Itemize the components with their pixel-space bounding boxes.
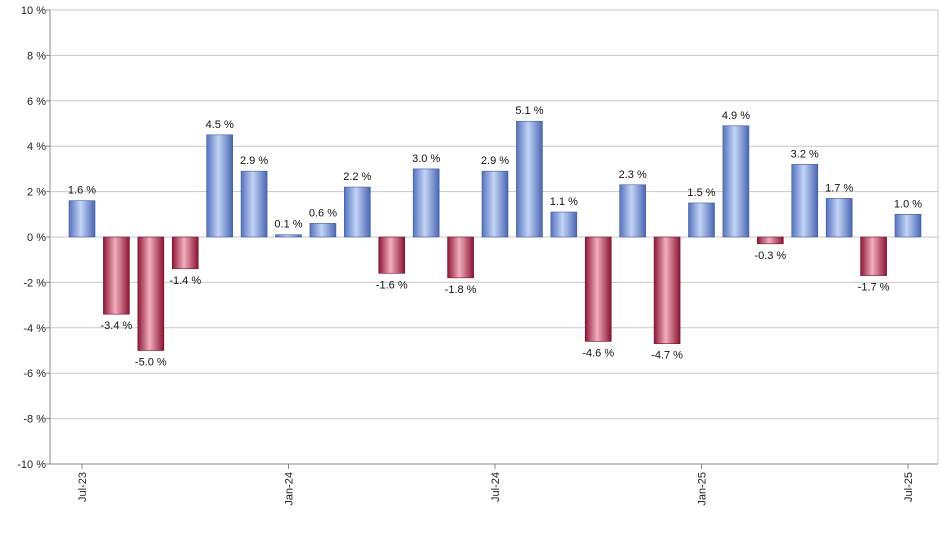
y-tick-label: -4 % bbox=[23, 323, 46, 335]
bar-value-label: 2.3 % bbox=[619, 169, 647, 181]
y-tick-label: 8 % bbox=[27, 50, 46, 62]
bar-value-labels: 1.6 % -3.4 % -5.0 % -1.4 % 4.5 % 2.9 % 0.1 % 0.… bbox=[68, 105, 922, 368]
negative-bar bbox=[584, 236, 612, 342]
bar-value-label: 4.9 % bbox=[722, 110, 750, 122]
bar-value-label: 2.2 % bbox=[343, 171, 371, 183]
y-tick-label: -2 % bbox=[23, 277, 46, 289]
positive-bar bbox=[825, 198, 853, 238]
x-tick-label: Jul-23 bbox=[77, 472, 89, 502]
bar-value-label: 3.2 % bbox=[791, 148, 819, 160]
positive-bar bbox=[240, 170, 268, 238]
bar-value-label: 5.1 % bbox=[515, 105, 543, 117]
bar-value-label: -4.7 % bbox=[651, 350, 683, 362]
y-tick-label: 2 % bbox=[27, 187, 46, 199]
bar-value-label: -1.8 % bbox=[445, 284, 477, 296]
negative-bar bbox=[378, 236, 406, 274]
y-tick-label: 6 % bbox=[27, 96, 46, 108]
negative-bar bbox=[103, 236, 130, 315]
positive-bar bbox=[516, 120, 543, 238]
bar-value-label: 3.0 % bbox=[412, 153, 440, 165]
bar-value-label: 1.5 % bbox=[687, 187, 715, 199]
negative-bar bbox=[447, 236, 474, 279]
positive-bar bbox=[894, 214, 922, 238]
y-tick-label: -8 % bbox=[23, 414, 46, 426]
positive-bar bbox=[275, 234, 302, 238]
y-tick-label: 10 % bbox=[21, 5, 46, 17]
bar-value-label: -5.0 % bbox=[135, 357, 167, 369]
bar-value-label: 0.6 % bbox=[309, 207, 337, 219]
bar-value-label: -1.7 % bbox=[858, 282, 890, 294]
bar-value-label: 4.5 % bbox=[206, 119, 234, 131]
x-tick-label: Jul-25 bbox=[903, 472, 915, 502]
positive-bar bbox=[344, 186, 371, 238]
axes bbox=[49, 10, 939, 465]
positive-bar bbox=[309, 223, 337, 238]
bar-value-label: -3.4 % bbox=[101, 320, 133, 332]
negative-bar bbox=[757, 236, 784, 245]
x-tick-label: Jul-24 bbox=[490, 472, 502, 502]
bar-value-label: -4.6 % bbox=[582, 347, 614, 359]
positive-bar bbox=[68, 200, 96, 238]
negative-bar bbox=[860, 236, 887, 276]
negative-bar bbox=[137, 236, 165, 351]
positive-bar bbox=[412, 168, 440, 238]
positive-bar bbox=[688, 202, 715, 238]
negative-bar bbox=[653, 236, 681, 344]
x-tick-label: Jan-24 bbox=[284, 472, 296, 506]
bar-value-label: 2.9 % bbox=[481, 155, 509, 167]
bar-value-label: 1.1 % bbox=[550, 196, 578, 208]
positive-bar bbox=[550, 211, 578, 238]
bar-value-label: 2.9 % bbox=[240, 155, 268, 167]
positive-bar bbox=[791, 164, 819, 238]
bar-value-label: 1.6 % bbox=[68, 185, 96, 197]
y-axis-tick-labels: -10 % -8 % -6 % -4 % -2 % 0 % 2 % 4 % 6 % 8 % 10 % bbox=[17, 5, 46, 471]
bar-value-label: -1.6 % bbox=[376, 279, 408, 291]
x-axis-tick-labels: Jul-23 Jan-24 Jul-24 Jan-25 Jul-25 bbox=[77, 464, 915, 506]
y-tick-label: -6 % bbox=[23, 368, 46, 380]
y-tick-label: -10 % bbox=[17, 459, 46, 471]
negative-bar bbox=[171, 236, 199, 270]
bar-value-label: -1.4 % bbox=[169, 275, 201, 287]
bar-value-label: 0.1 % bbox=[274, 219, 302, 231]
positive-bar bbox=[481, 170, 509, 238]
y-tick-label: 4 % bbox=[27, 141, 46, 153]
bar-value-label: -0.3 % bbox=[754, 250, 786, 262]
bar-value-label: 1.7 % bbox=[825, 182, 853, 194]
positive-bar bbox=[206, 134, 233, 238]
x-tick-label: Jan-25 bbox=[697, 472, 709, 506]
y-tick-label: 0 % bbox=[27, 232, 46, 244]
positive-bar bbox=[619, 184, 646, 238]
bar-value-label: 1.0 % bbox=[894, 198, 922, 210]
positive-bar bbox=[722, 125, 750, 238]
bars bbox=[68, 120, 922, 351]
